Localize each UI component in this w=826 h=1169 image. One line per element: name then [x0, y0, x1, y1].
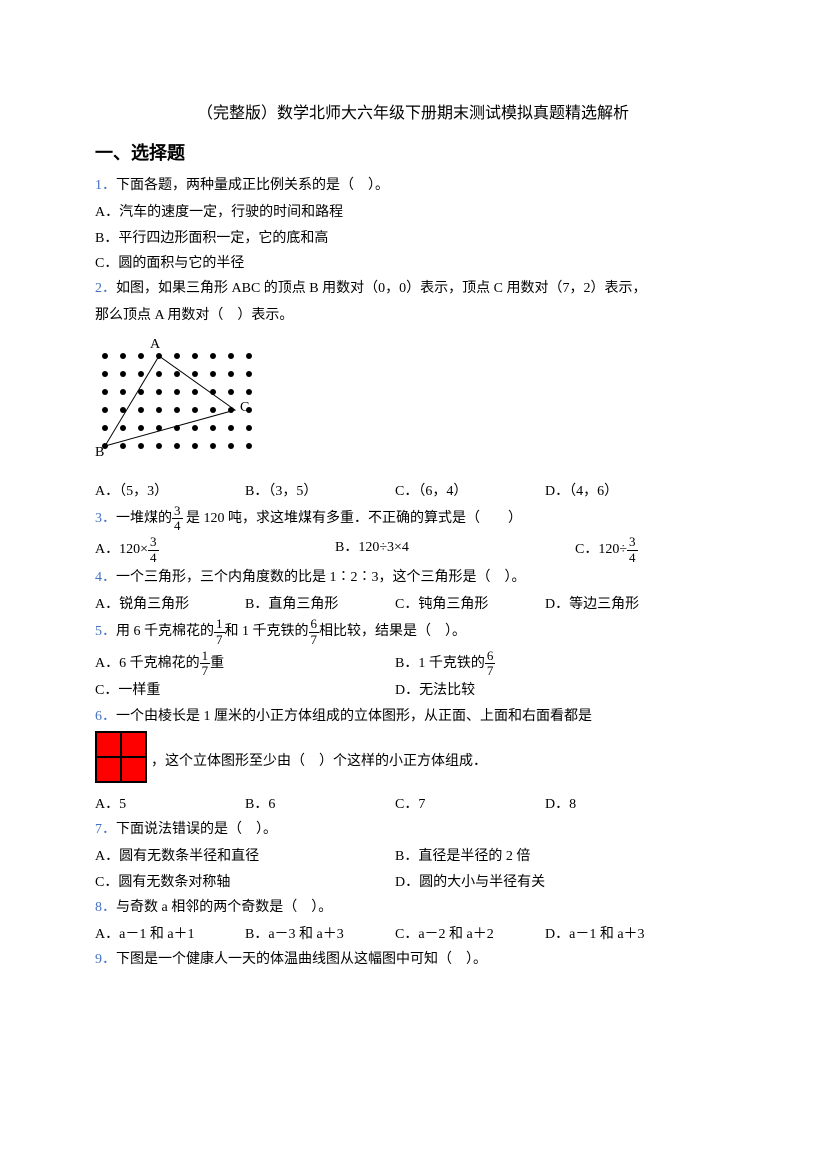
option-c: C．钝角三角形	[395, 592, 545, 617]
diagram-svg: A B C	[95, 336, 265, 461]
question-text: 下图是一个健康人一天的体温曲线图从这幅图中可知（ ）。	[116, 952, 487, 967]
option-c: C．7	[395, 792, 545, 817]
question-1: 1．下面各题，两种量成正比例关系的是（ ）。	[95, 173, 731, 198]
question-text: 如图，如果三角形 ABC 的顶点 B 用数对（0，0）表示，顶点 C 用数对（7…	[116, 281, 646, 296]
question-text: 用 6 千克棉花的	[116, 624, 214, 639]
fraction: 34	[148, 535, 159, 565]
option-b: B．120÷3×4	[335, 535, 535, 565]
question-number: 3．	[95, 511, 116, 526]
q3-options: A．120×34 B．120÷3×4 C．120÷34	[95, 535, 731, 565]
question-text-cont: 是 120 吨，求这堆煤有多重．不正确的算式是（ ）	[183, 511, 523, 526]
option-d: D．等边三角形	[545, 592, 695, 617]
q7-options: A．圆有无数条半径和直径 B．直径是半径的 2 倍 C．圆有无数条对称轴 D．圆…	[95, 844, 731, 894]
fraction: 34	[172, 504, 183, 534]
question-text: 下面说法错误的是（ ）。	[116, 822, 277, 837]
question-text-cont: 和 1 千克铁的	[225, 624, 309, 639]
question-3: 3．一堆煤的34 是 120 吨，求这堆煤有多重．不正确的算式是（ ）	[95, 504, 731, 534]
option-b: B．1 千克铁的67	[395, 649, 695, 679]
option-d: D．无法比较	[395, 678, 695, 703]
q6-options: A．5 B．6 C．7 D．8	[95, 792, 731, 817]
question-number: 6．	[95, 709, 116, 724]
svg-text:A: A	[150, 337, 161, 352]
option-a: A．5	[95, 792, 245, 817]
option-a: A．圆有无数条半径和直径	[95, 844, 395, 869]
fraction: 67	[309, 617, 320, 647]
option-c: C．一样重	[95, 678, 395, 703]
question-2: 2．如图，如果三角形 ABC 的顶点 B 用数对（0，0）表示，顶点 C 用数对…	[95, 276, 731, 301]
question-5: 5．用 6 千克棉花的17和 1 千克铁的67相比较，结果是（ ）。	[95, 617, 731, 647]
section-header: 一、选择题	[95, 137, 731, 169]
question-number: 9．	[95, 952, 116, 967]
fraction: 34	[627, 535, 638, 565]
question-text: 下面各题，两种量成正比例关系的是（ ）。	[116, 178, 389, 193]
q5-options: A．6 千克棉花的17重 B．1 千克铁的67 C．一样重 D．无法比较	[95, 649, 731, 704]
q4-options: A．锐角三角形 B．直角三角形 C．钝角三角形 D．等边三角形	[95, 592, 731, 617]
q8-options: A．a－1 和 a＋1 B．a－3 和 a＋3 C．a－2 和 a＋2 D．a－…	[95, 922, 731, 947]
option-b: B．平行四边形面积一定，它的底和高	[95, 226, 731, 251]
option-b: B．直角三角形	[245, 592, 395, 617]
option-d: D．圆的大小与半径有关	[395, 870, 695, 895]
option-d: D．8	[545, 792, 695, 817]
question-7: 7．下面说法错误的是（ ）。	[95, 817, 731, 842]
question-text: 与奇数 a 相邻的两个奇数是（ ）。	[116, 900, 332, 915]
option-b: B．直径是半径的 2 倍	[395, 844, 695, 869]
q2-options: A．（5，3） B．（3，5） C．（6，4） D．（4，6）	[95, 479, 731, 504]
svg-text:C: C	[240, 400, 249, 415]
option-b: B．a－3 和 a＋3	[245, 922, 395, 947]
option-a: A．120×34	[95, 535, 295, 565]
fraction: 17	[200, 649, 211, 679]
option-c: C．a－2 和 a＋2	[395, 922, 545, 947]
question-text: 一个三角形，三个内角度数的比是 1∶2∶3，这个三角形是（ ）。	[116, 570, 526, 585]
red-square-icon	[95, 731, 147, 792]
svg-text:B: B	[95, 445, 104, 460]
option-c: C．圆的面积与它的半径	[95, 251, 731, 276]
question-9: 9．下图是一个健康人一天的体温曲线图从这幅图中可知（ ）。	[95, 947, 731, 972]
question-number: 5．	[95, 624, 116, 639]
question-text: 一个由棱长是 1 厘米的小正方体组成的立体图形，从正面、上面和右面看都是	[116, 709, 592, 724]
question-text: 一堆煤的	[116, 511, 172, 526]
document-title: （完整版）数学北师大六年级下册期末测试模拟真题精选解析	[95, 100, 731, 129]
question-text-cont: 那么顶点 A 用数对（ ）表示。	[95, 303, 731, 328]
question-text-cont: 相比较，结果是（ ）。	[319, 624, 466, 639]
question-4: 4．一个三角形，三个内角度数的比是 1∶2∶3，这个三角形是（ ）。	[95, 565, 731, 590]
fraction: 67	[485, 649, 496, 679]
option-b: B．（3，5）	[245, 479, 395, 504]
question-number: 7．	[95, 822, 116, 837]
question-6: 6．一个由棱长是 1 厘米的小正方体组成的立体图形，从正面、上面和右面看都是	[95, 704, 731, 729]
option-c: C．圆有无数条对称轴	[95, 870, 395, 895]
fraction: 17	[214, 617, 225, 647]
question-number: 1．	[95, 178, 116, 193]
option-a: A．锐角三角形	[95, 592, 245, 617]
question-number: 2．	[95, 281, 116, 296]
option-a: A．a－1 和 a＋1	[95, 922, 245, 947]
question-8: 8．与奇数 a 相邻的两个奇数是（ ）。	[95, 895, 731, 920]
option-d: D．a－1 和 a＋3	[545, 922, 695, 947]
option-b: B．6	[245, 792, 395, 817]
question-number: 4．	[95, 570, 116, 585]
q6-row-with-figure: ，这个立体图形至少由（ ）个这样的小正方体组成．	[95, 731, 731, 792]
option-c: C．（6，4）	[395, 479, 545, 504]
option-a: A．6 千克棉花的17重	[95, 649, 395, 679]
option-a: A．（5，3）	[95, 479, 245, 504]
option-c: C．120÷34	[575, 535, 638, 565]
option-a: A．汽车的速度一定，行驶的时间和路程	[95, 200, 731, 225]
triangle-diagram: A B C	[95, 336, 731, 470]
question-text-cont: ，这个立体图形至少由（ ）个这样的小正方体组成．	[151, 754, 487, 769]
option-d: D．（4，6）	[545, 479, 695, 504]
question-number: 8．	[95, 900, 116, 915]
